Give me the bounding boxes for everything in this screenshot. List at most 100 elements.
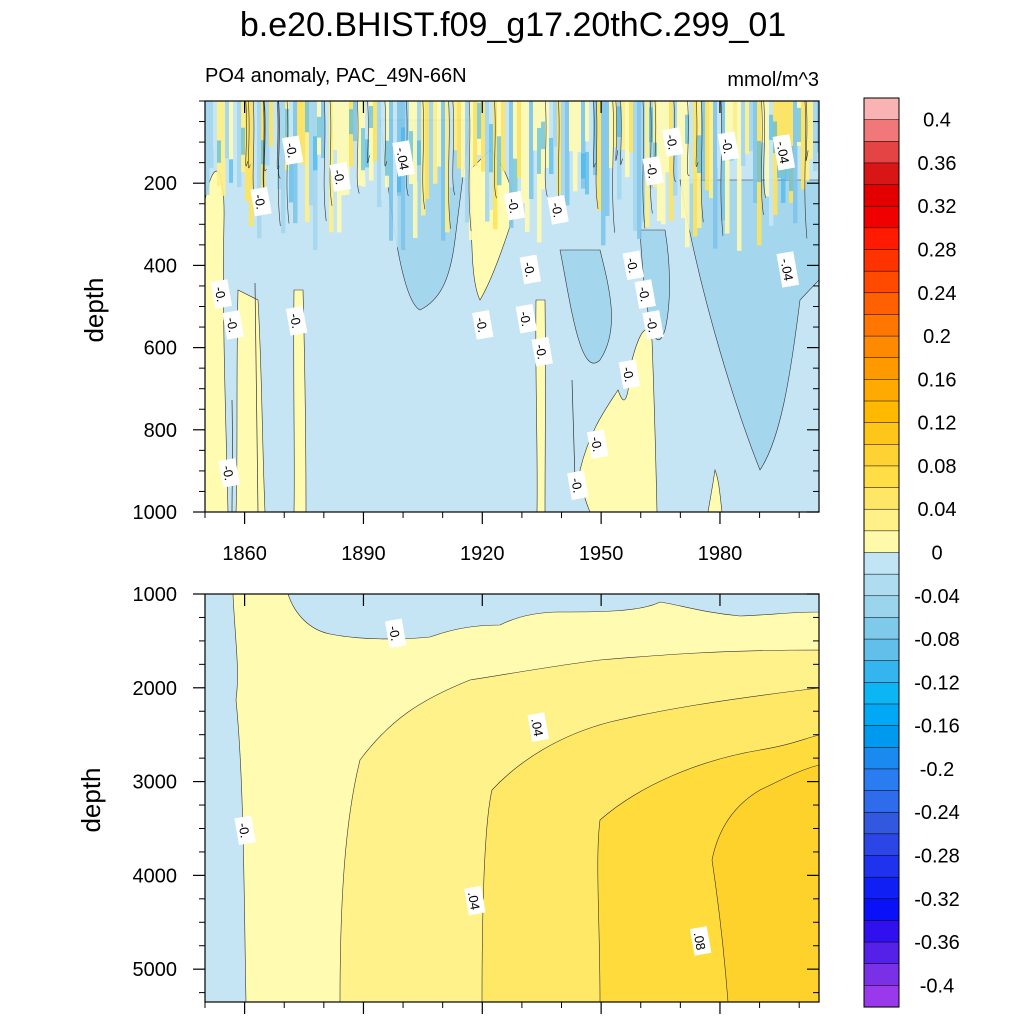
upper-noise-strip <box>473 101 478 166</box>
upper-x-tick-label: 1890 <box>341 543 386 565</box>
colorbar-swatch <box>863 660 900 683</box>
upper-noise-contour <box>278 101 281 179</box>
colorbar-swatch <box>863 595 900 618</box>
upper-noise-strip <box>221 101 226 196</box>
lower-panel: 1000 2000 3000 4000 5000 -0. -0. .04 .04 .08 dep… <box>76 584 820 1014</box>
colorbar-swatch <box>863 444 900 467</box>
upper-contour-label-box <box>210 279 233 309</box>
upper-noise-contour <box>544 101 548 197</box>
upper-noise-strip <box>593 101 598 176</box>
upper-contour-label-text: -0. <box>251 193 268 211</box>
upper-noise-strip <box>333 101 338 150</box>
colorbar-label: 0.4 <box>923 110 951 132</box>
upper-noise-contour <box>595 101 599 209</box>
lower-y-tick-label: 5000 <box>133 959 178 981</box>
upper-noise-strip <box>817 101 819 153</box>
upper-x-tick-label: 1950 <box>579 543 624 565</box>
colorbar-label: 0.04 <box>918 499 957 521</box>
upper-contour-label-text: -0. <box>568 477 585 495</box>
upper-contour-label-text: -0. <box>283 142 300 160</box>
upper-noise-strip <box>389 101 394 241</box>
upper-contour-label-text: -.04 <box>777 257 796 282</box>
upper-contour-label: -0. <box>717 131 740 161</box>
upper-noise-contour <box>805 101 809 161</box>
upper-contour-label: -0. <box>642 310 664 340</box>
upper-noise-strip-deep <box>585 151 590 195</box>
upper-noise-strip <box>301 101 306 165</box>
upper-contour-label: -0. <box>281 135 304 166</box>
upper-noise-strip <box>629 101 634 153</box>
upper-noise-contour <box>720 101 724 236</box>
lower-contour-label: -0. <box>384 618 407 649</box>
upper-contour-label-box <box>329 162 351 192</box>
upper-noise-strip <box>557 101 562 195</box>
upper-noise-contour <box>804 101 808 239</box>
upper-y-tick-label: 200 <box>144 173 177 195</box>
upper-contour-label-text: -0. <box>212 285 229 303</box>
colorbar-swatch <box>863 162 900 186</box>
upper-noise-strip <box>633 101 638 231</box>
upper-contour-label-box <box>547 195 569 225</box>
upper-noise-strip <box>465 101 470 223</box>
upper-noise-contour <box>276 101 280 170</box>
upper-noise-strip-deep <box>261 140 266 165</box>
panel-subtitle-right: mmol/m^3 <box>727 69 819 91</box>
lower-neg-region <box>205 594 247 1002</box>
upper-noise-strip <box>525 101 530 232</box>
upper-noise-strip <box>281 101 286 234</box>
upper-contour-label-text: -.04 <box>774 140 793 165</box>
upper-pos-region <box>707 468 723 512</box>
colorbar-swatch <box>863 552 900 575</box>
upper-noise-strip <box>777 101 782 169</box>
upper-noise-strip-deep <box>285 108 290 138</box>
upper-pos-region <box>235 289 266 512</box>
upper-noise-strip <box>445 101 450 233</box>
upper-noise-strip <box>577 101 582 152</box>
colorbar-swatch <box>863 833 900 857</box>
upper-contour-label-box <box>285 306 308 336</box>
upper-noise-strip <box>801 101 806 190</box>
colorbar-swatch <box>863 205 900 229</box>
colorbar: 0.4 0.36 0.32 0.28 0.24 0.2 0.16 0.12 0.08 0.04 0 -… <box>863 97 960 1008</box>
upper-contour-label: -0. <box>329 162 351 192</box>
upper-contour-label-box <box>515 303 538 334</box>
lower-contour-label-box <box>384 618 407 649</box>
upper-contour-label: -0. <box>503 190 526 221</box>
upper-noise-strip-deep <box>489 123 494 173</box>
upper-noise-strip <box>269 101 274 147</box>
upper-contour-label-box <box>503 190 526 221</box>
colorbar-swatch <box>863 876 900 900</box>
upper-noise-strip <box>561 101 566 199</box>
upper-contour-label-text: -0. <box>643 316 660 334</box>
lower-contour-label-text: -0. <box>235 822 252 840</box>
upper-noise-strip-deep <box>541 121 546 150</box>
upper-noise-strip-deep <box>289 156 294 203</box>
colorbar-swatch <box>863 747 900 770</box>
lower-contour-label-text: .04 <box>465 891 483 911</box>
upper-noise-contour <box>687 101 690 176</box>
upper-noise-strip <box>809 101 814 160</box>
upper-noise-strip <box>597 101 602 211</box>
upper-noise-strip <box>705 101 710 191</box>
upper-noise-strip <box>661 101 666 225</box>
upper-noise-strip <box>677 101 682 143</box>
colorbar-label: -0.24 <box>914 802 960 824</box>
lower-y-tick-label: 4000 <box>133 865 178 887</box>
upper-noise-strip <box>581 101 586 189</box>
colorbar-swatch <box>863 790 900 813</box>
upper-contour-label: -0. <box>622 250 645 281</box>
upper-contour-label: -0. <box>250 186 272 217</box>
lower-contour-label-box <box>464 885 486 916</box>
upper-contour-label-box <box>222 310 244 340</box>
upper-neg-region <box>559 249 612 364</box>
upper-noise-strip <box>341 101 346 196</box>
upper-contour-label: -.04 <box>392 140 415 177</box>
upper-noise-contour <box>700 101 704 223</box>
upper-contour-label-text: -0. <box>330 168 347 186</box>
upper-contour-label-text: -0. <box>719 138 736 156</box>
colorbar-swatch <box>863 487 900 510</box>
lower-y-axis-title: depth <box>76 767 106 832</box>
upper-contour-label-text: -0. <box>505 197 522 215</box>
upper-noise-strip-deep <box>697 135 702 174</box>
upper-noise-strip-deep <box>789 146 794 192</box>
